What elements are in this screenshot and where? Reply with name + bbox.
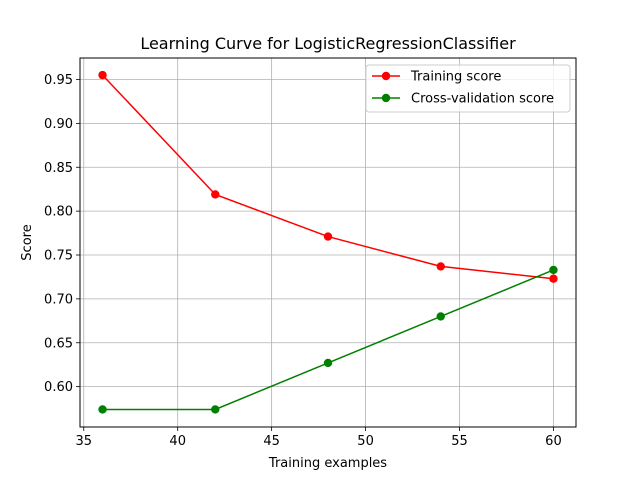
ticks: 35 40 45 50 55 60 0.60 0.65 0.70 0.75 0.80 0.85 0.90… [44,73,562,449]
legend-box [365,64,571,113]
y-tick-label: 0.60 [44,380,73,395]
y-tick-label: 0.90 [44,117,73,132]
series-1-point [211,405,220,414]
x-tick-label: 40 [169,434,186,449]
plot-frame [79,57,577,428]
series-1-point [323,358,333,368]
y-tick-label: 0.80 [44,205,73,220]
series-0-point [323,232,333,241]
series-layer [98,70,558,414]
legend-label-1: Cross-validation score [411,92,554,107]
legend-label-0: Training score [410,70,501,85]
y-axis-label: Score [20,224,35,260]
series-0-point [436,262,445,271]
series-1-point [549,265,558,275]
x-tick-label: 50 [357,434,374,449]
series-0-point [98,70,107,80]
grid [80,58,576,427]
x-tick-label: 60 [545,434,562,449]
y-tick-label: 0.85 [44,161,73,176]
y-tick-label: 0.70 [44,292,73,307]
x-axis-label: Training examples [268,456,387,471]
legend: Training score Cross-validation score [365,64,571,113]
series-1-point [98,405,107,414]
x-tick-label: 35 [75,434,92,449]
y-tick-label: 0.75 [44,249,73,264]
series-0-point [549,274,558,283]
legend-marker-0 [381,71,391,81]
y-tick-label: 0.95 [44,73,73,88]
series-0-point [211,190,220,199]
y-tick-label: 0.65 [44,336,73,351]
legend-marker-1 [381,93,391,103]
x-tick-label: 55 [451,434,468,449]
chart-title: Learning Curve for LogisticRegressionCla… [140,34,516,53]
x-tick-label: 45 [263,434,280,449]
series-1-point [436,312,445,321]
